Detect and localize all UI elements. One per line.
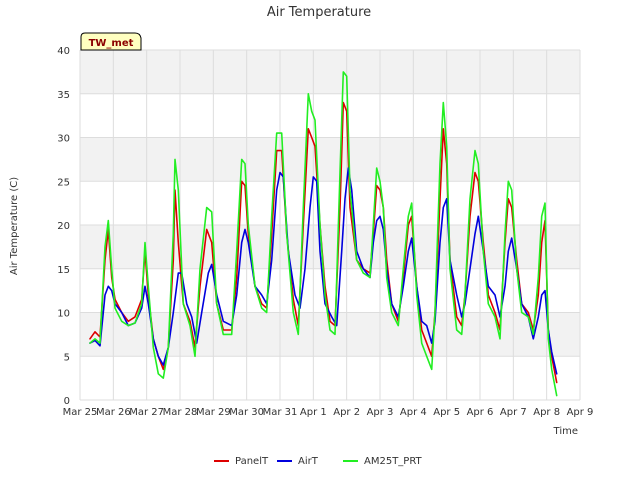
series-line-airt	[89, 167, 558, 375]
x-tick-label: Mar 27	[129, 407, 164, 418]
y-tick-label: 25	[57, 177, 70, 188]
y-tick-label: 35	[57, 90, 70, 101]
y-tick-label: 15	[57, 265, 70, 276]
plot-band	[80, 93, 580, 138]
legend-label: AM25T_PRT	[364, 456, 423, 467]
series-line-am25t-prt	[89, 71, 558, 397]
y-tick-label: 40	[57, 46, 70, 57]
y-tick-label: 10	[57, 309, 70, 320]
x-tick-label: Mar 25	[63, 407, 98, 418]
y-tick-label: 20	[57, 221, 70, 232]
plot-band	[80, 50, 580, 94]
legend-label: PanelT	[235, 456, 269, 467]
plot-band	[80, 356, 580, 400]
x-tick-label: Apr 3	[367, 407, 394, 418]
x-tick-label: Mar 29	[196, 407, 231, 418]
badge-label: TW_met	[89, 38, 134, 49]
legend: PanelT AirT AM25T_PRT	[214, 456, 423, 467]
chart-title: Air Temperature	[267, 5, 371, 20]
y-tick-label: 0	[64, 396, 70, 407]
x-tick-label: Mar 26	[96, 407, 131, 418]
x-tick-label: Apr 7	[500, 407, 527, 418]
plot-gridlines	[79, 49, 581, 401]
x-tick-label: Mar 31	[263, 407, 298, 418]
x-tick-label: Apr 1	[300, 407, 327, 418]
tw-met-badge: TW_met	[80, 32, 142, 51]
x-tick-label: Apr 6	[467, 407, 494, 418]
x-tick-label: Mar 30	[229, 407, 264, 418]
x-tick-label: Apr 8	[533, 407, 560, 418]
plot-band	[80, 181, 580, 225]
x-tick-label: Apr 2	[333, 407, 360, 418]
plot-band	[80, 225, 580, 269]
plot-band	[80, 137, 580, 182]
series-lines	[89, 71, 558, 397]
x-tick-label: Apr 9	[567, 407, 594, 418]
x-tick-label: Mar 28	[163, 407, 198, 418]
y-tick-label: 5	[64, 352, 70, 363]
badge-shape	[80, 32, 142, 51]
x-axis-label: Time	[553, 426, 578, 437]
legend-label: AirT	[298, 456, 319, 467]
x-tick-label: Apr 4	[400, 407, 427, 418]
y-axis-label: Air Temperature (C)	[9, 177, 20, 275]
x-tick-label: Apr 5	[433, 407, 460, 418]
y-tick-label: 30	[57, 134, 70, 145]
